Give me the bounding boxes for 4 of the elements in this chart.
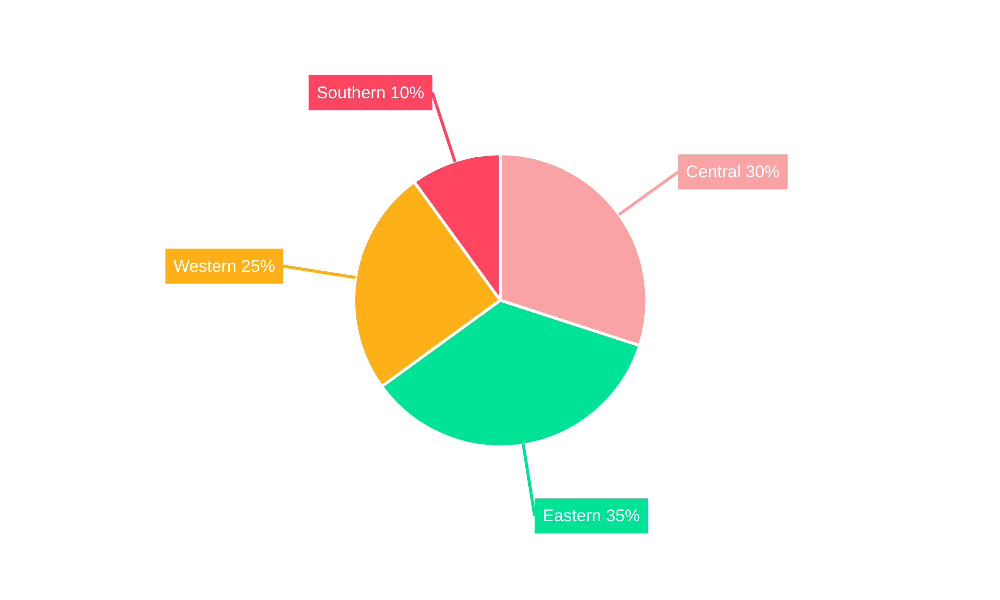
slice-label: Western 25% xyxy=(174,256,276,276)
slice-label: Southern 10% xyxy=(316,83,425,102)
slice-label: Central 30% xyxy=(686,162,780,182)
slice-label: Eastern 35% xyxy=(542,506,640,526)
